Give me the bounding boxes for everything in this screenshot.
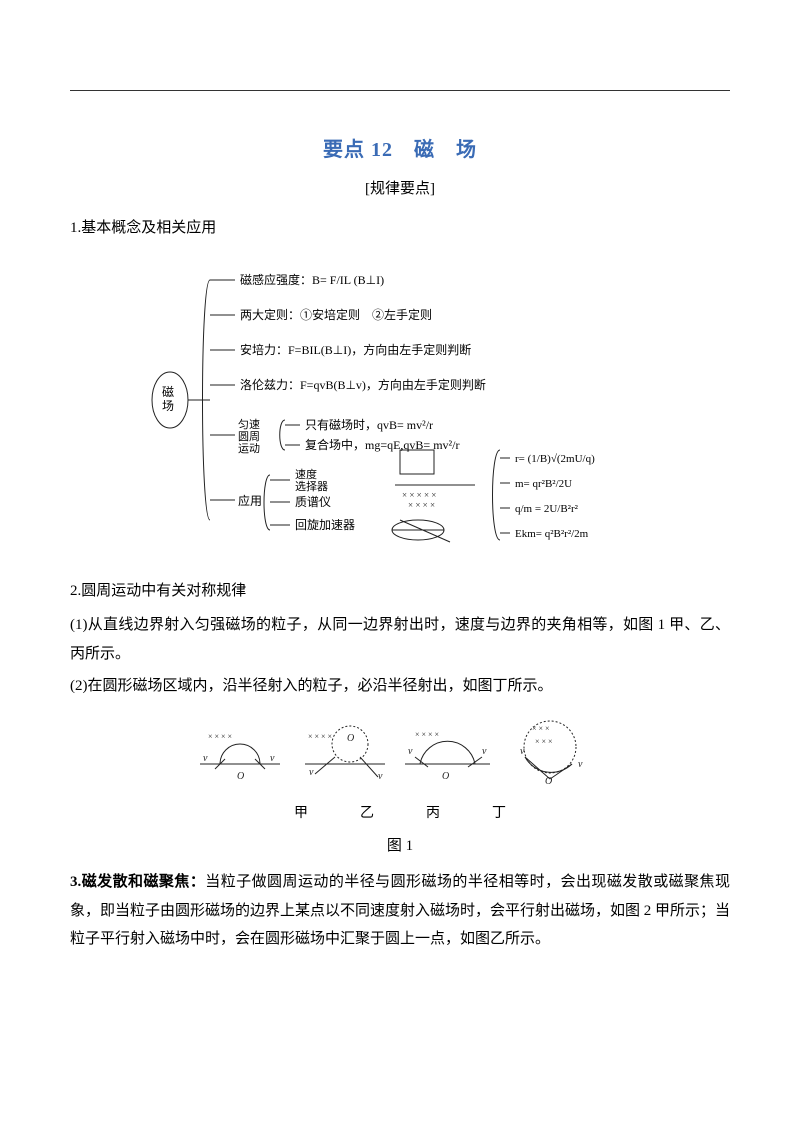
- svg-text:v: v: [270, 753, 275, 764]
- svg-text:× × × ×: × × × ×: [415, 730, 439, 739]
- svg-text:v: v: [520, 746, 525, 757]
- label-jia: 甲: [294, 801, 308, 828]
- symmetry-svg: × × × × × × × × × × × × × × × × × × O O …: [190, 709, 610, 789]
- branch-6-label: 应用: [238, 493, 262, 508]
- label-ding: 丁: [492, 801, 506, 828]
- figure-1-caption: 图 1: [70, 832, 730, 861]
- svg-text:O: O: [545, 776, 552, 787]
- svg-text:O: O: [442, 771, 449, 782]
- svg-text:v: v: [482, 746, 487, 757]
- formula-4: Ekm= q²B²r²/2m: [515, 528, 589, 540]
- svg-text:v: v: [309, 767, 314, 778]
- section-3-body: 3.磁发散和磁聚焦：当粒子做圆周运动的半径与圆形磁场的半径相等时，会出现磁发散或…: [70, 868, 730, 954]
- svg-text:× × × ×: × × × ×: [308, 732, 332, 741]
- symmetry-figures: × × × × × × × × × × × × × × × × × × O O …: [70, 709, 730, 828]
- symmetry-labels: 甲 乙 丙 丁: [70, 801, 730, 828]
- branch-4: 洛伦兹力：F=qvB(B⊥v)，方向由左手定则判断: [240, 377, 486, 392]
- section-2-p2: (2)在圆形磁场区域内，沿半径射入的粒子，必沿半径射出，如图丁所示。: [70, 672, 730, 701]
- svg-text:× × × ×: × × × ×: [208, 732, 232, 741]
- branch-2: 两大定则：①安培定则 ②左手定则: [240, 307, 432, 322]
- page-title: 要点 12 磁 场: [70, 131, 730, 169]
- concept-map-svg: × × × × × × × × × 磁 场 磁感应强度：B= F/IL (B⊥I…: [140, 250, 660, 560]
- svg-text:场: 场: [162, 399, 174, 413]
- concept-map-figure: × × × × × × × × × 磁 场 磁感应强度：B= F/IL (B⊥I…: [70, 250, 730, 571]
- formula-3: q/m = 2U/B²r²: [515, 503, 579, 515]
- svg-text:圆周: 圆周: [238, 430, 260, 443]
- branch-6-sub3: 回旋加速器: [295, 518, 355, 532]
- formula-1: r= (1/B)√(2mU/q): [515, 453, 595, 465]
- branch-5-sub1: 只有磁场时，qvB= mv²/r: [305, 417, 433, 432]
- branch-6-sub2: 质谱仪: [295, 495, 331, 509]
- svg-text:v: v: [203, 753, 208, 764]
- branch-5-sub2: 复合场中，mg=qE,qvB= mv²/r: [305, 437, 459, 452]
- label-yi: 乙: [360, 801, 374, 828]
- section-2-p1: (1)从直线边界射入匀强磁场的粒子，从同一边界射出时，速度与边界的夹角相等，如图…: [70, 611, 730, 668]
- svg-text:速度: 速度: [295, 467, 317, 481]
- label-bing: 丙: [426, 801, 440, 828]
- svg-text:× × ×: × × ×: [535, 737, 553, 746]
- svg-text:× × × ×: × × × ×: [408, 500, 435, 510]
- section-1-heading: 1.基本概念及相关应用: [70, 214, 730, 243]
- formula-2: m= qr²B²/2U: [515, 478, 572, 490]
- page-subtitle: [规律要点]: [70, 175, 730, 204]
- branch-3: 安培力：F=BIL(B⊥I)，方向由左手定则判断: [240, 342, 471, 357]
- svg-text:v: v: [578, 759, 583, 770]
- svg-text:运动: 运动: [238, 442, 260, 455]
- svg-text:O: O: [347, 733, 354, 744]
- branch-1: 磁感应强度：B= F/IL (B⊥I): [240, 272, 384, 287]
- section-3-heading: 3.磁发散和磁聚焦：: [70, 874, 205, 890]
- svg-text:O: O: [237, 771, 244, 782]
- section-2-heading: 2.圆周运动中有关对称规律: [70, 577, 730, 606]
- svg-text:匀速: 匀速: [238, 418, 260, 431]
- root-label: 磁: [162, 384, 174, 399]
- svg-text:v: v: [408, 746, 413, 757]
- svg-text:× × × × ×: × × × × ×: [402, 490, 436, 500]
- svg-text:v: v: [378, 771, 383, 782]
- svg-text:× × ×: × × ×: [532, 724, 550, 733]
- svg-text:选择器: 选择器: [295, 479, 328, 493]
- top-rule: [70, 90, 730, 91]
